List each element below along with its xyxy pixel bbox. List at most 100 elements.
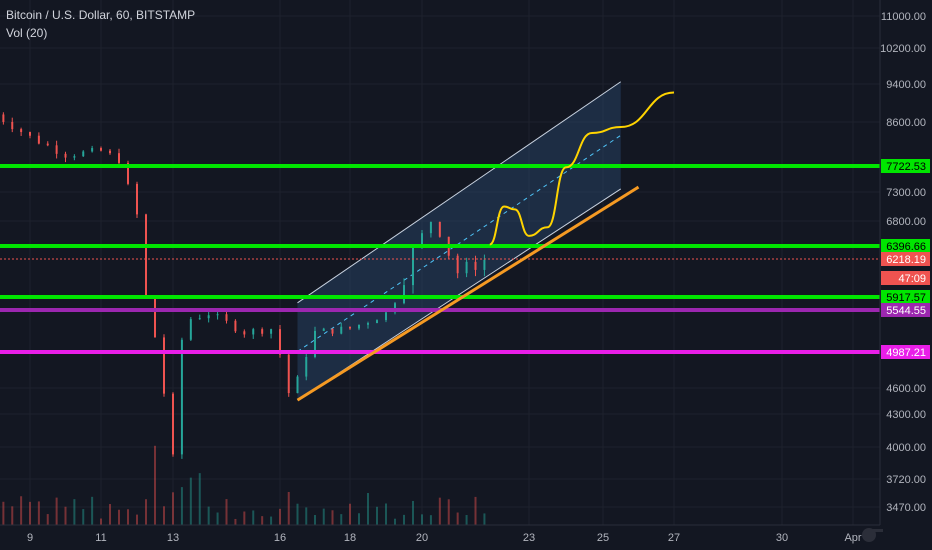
volume-bar xyxy=(322,508,325,525)
volume-bar xyxy=(403,514,405,525)
price-tick-label: 10200.00 xyxy=(880,43,926,55)
volume-bar xyxy=(447,499,450,525)
volume-bar xyxy=(73,499,76,525)
candle-body xyxy=(483,259,486,270)
volume-bar xyxy=(91,496,94,525)
candle-body xyxy=(367,323,369,325)
candle-body xyxy=(296,376,299,394)
time-tick-label: 16 xyxy=(274,532,286,544)
time-axis[interactable]: 9 11 13 16 18 20 23 25 27 30 Apr xyxy=(0,524,880,544)
time-tick-label: 11 xyxy=(95,532,106,544)
volume-bar xyxy=(216,512,219,525)
volume-bar xyxy=(376,506,378,525)
volume-bar xyxy=(46,514,49,525)
volume-bar xyxy=(64,506,67,525)
candle-body xyxy=(287,354,290,394)
volume-bar xyxy=(349,503,351,525)
level-price-label: 5544.55 xyxy=(886,305,926,317)
volume-bar xyxy=(394,518,396,525)
candle-body xyxy=(465,261,468,274)
price-tick-label: 4300.00 xyxy=(886,409,926,421)
volume-bar xyxy=(37,501,40,525)
candle-body xyxy=(118,153,120,163)
price-tick-label: 11000.00 xyxy=(881,11,926,23)
candle-body xyxy=(340,326,343,334)
projection-curve[interactable] xyxy=(489,91,675,246)
volume-bar xyxy=(163,506,165,525)
volume-bar xyxy=(180,487,183,525)
volume-bar xyxy=(358,513,360,525)
price-tick-label: 4000.00 xyxy=(886,442,926,454)
volume-bar xyxy=(261,516,264,525)
candle-body xyxy=(73,156,76,158)
candle-body xyxy=(2,114,5,122)
time-tick-label: 23 xyxy=(523,532,535,544)
chart-legend: Bitcoin / U.S. Dollar, 60, BITSTAMP Vol … xyxy=(6,6,195,42)
volume-bar xyxy=(287,491,290,525)
price-tick-label: 8600.00 xyxy=(886,117,926,129)
volume-bar xyxy=(421,514,423,525)
candle-body xyxy=(198,318,201,320)
candle-body xyxy=(412,247,414,286)
candle-body xyxy=(234,320,237,332)
candle-body xyxy=(305,356,308,377)
channel-median-line[interactable] xyxy=(297,134,622,352)
candle-body xyxy=(216,314,219,316)
volume-bar xyxy=(82,509,85,525)
level-price-label: 5917.57 xyxy=(886,292,926,304)
time-tick-label: 20 xyxy=(416,532,428,544)
volume-bar xyxy=(367,493,369,525)
candle-body xyxy=(163,337,165,394)
candle-body xyxy=(154,296,156,338)
volume-bar xyxy=(207,506,210,525)
time-tick-label: 30 xyxy=(776,532,788,544)
time-tick-label: 18 xyxy=(344,532,356,544)
volume-bar xyxy=(100,518,102,525)
volume-bar xyxy=(189,477,192,525)
ascending-channel[interactable] xyxy=(297,81,622,401)
volume-bar xyxy=(172,492,174,525)
bar-countdown-label: 47:09 xyxy=(898,273,926,285)
candle-body xyxy=(376,320,378,324)
bar-countdown-label-bg xyxy=(881,271,930,285)
time-tick-label: Apr xyxy=(844,532,861,544)
volume-bar xyxy=(412,500,414,525)
candle-body xyxy=(64,153,67,158)
volume-bar xyxy=(243,511,246,525)
level-price-label: 6396.66 xyxy=(886,241,926,253)
support-trendline[interactable] xyxy=(296,185,640,402)
drawings[interactable] xyxy=(296,91,675,402)
level-price-label-bg xyxy=(881,159,930,173)
level-price-label-bg xyxy=(881,345,930,359)
volume-bar xyxy=(331,510,334,525)
candle-body xyxy=(145,214,147,297)
volume-bar xyxy=(314,515,316,525)
volume-bar xyxy=(279,508,281,525)
candle-body xyxy=(403,285,405,304)
level-price-label: 7722.53 xyxy=(886,161,926,173)
price-tick-label: 3720.00 xyxy=(886,474,926,486)
candle-body xyxy=(29,132,31,136)
level-price-label: 4987.21 xyxy=(886,347,926,359)
channel-upper-line[interactable] xyxy=(297,81,622,304)
candle-body xyxy=(127,162,129,184)
candle-body xyxy=(322,328,325,331)
volume-bar xyxy=(296,503,299,525)
level-price-label-bg xyxy=(881,290,930,304)
level-price-label-bg xyxy=(881,239,930,253)
candle-body xyxy=(429,221,432,234)
volume-bar xyxy=(456,512,459,525)
candle-body xyxy=(180,339,183,455)
candle-body xyxy=(109,150,111,154)
candle-body xyxy=(421,233,423,248)
time-tick-label: 9 xyxy=(27,532,33,544)
candle-body xyxy=(252,329,255,335)
volume-bar xyxy=(225,499,228,525)
candle-body xyxy=(11,121,14,130)
volume-bar xyxy=(109,504,111,525)
time-tick-label: 27 xyxy=(668,532,680,544)
volume-bar xyxy=(20,496,23,525)
volume-bar xyxy=(2,501,5,525)
